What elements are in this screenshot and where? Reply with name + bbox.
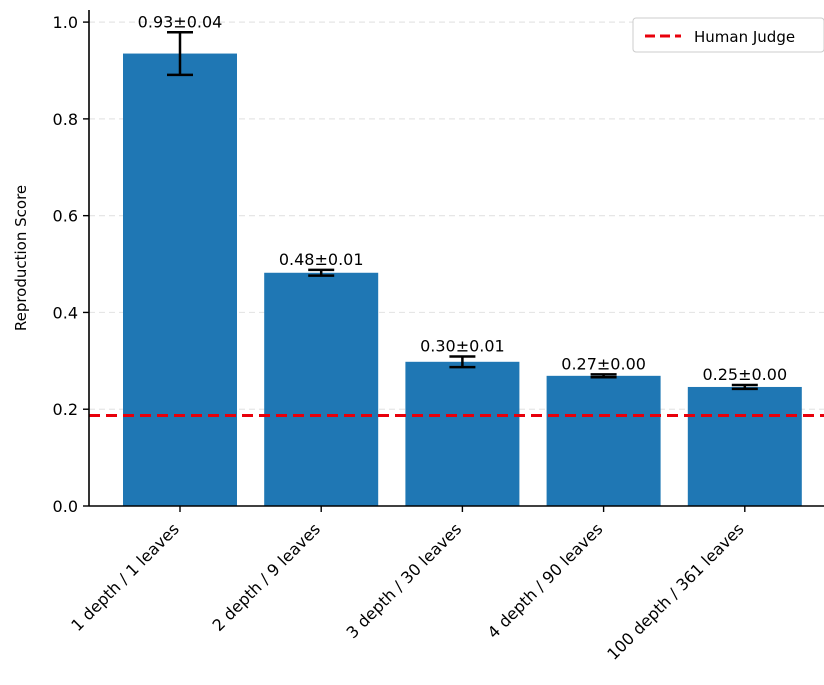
x-tick-label-2: 2 depth / 9 leaves xyxy=(208,519,324,635)
error-bars xyxy=(167,31,758,391)
bar-value-label-1: 0.93±0.04 xyxy=(138,12,223,31)
legend-box xyxy=(632,17,824,53)
bar-2 xyxy=(264,272,379,506)
error-bar-1 xyxy=(167,31,193,77)
y-tick-label: 0.6 xyxy=(53,207,78,226)
y-ticks: 0.0 0.2 0.4 0.6 0.8 1.0 xyxy=(53,13,89,516)
y-tick-label: 0.2 xyxy=(53,400,78,419)
y-tick-label: 0.8 xyxy=(53,110,78,129)
x-tick-label-5: 100 depth / 361 leaves xyxy=(603,519,747,663)
bars xyxy=(123,53,802,507)
x-tick-label-1: 1 depth / 1 leaves xyxy=(67,519,183,635)
bar-4 xyxy=(546,375,661,506)
error-bar-3 xyxy=(449,355,476,369)
error-bar-4 xyxy=(590,373,617,379)
y-tick-label: 0.4 xyxy=(53,303,78,322)
bar-value-label-5: 0.25±0.00 xyxy=(702,365,787,384)
y-axis-title: Reproduction Score xyxy=(12,185,30,331)
x-ticks: 1 depth / 1 leaves 2 depth / 9 leaves 3 de… xyxy=(67,506,748,664)
error-bar-2 xyxy=(308,268,335,277)
bar-5 xyxy=(687,386,802,506)
y-tick-label: 1.0 xyxy=(53,13,78,32)
legend-label-human-judge: Human Judge xyxy=(694,28,795,46)
error-bar-5 xyxy=(731,383,758,391)
bar-1 xyxy=(123,53,237,507)
x-tick-label-3: 3 depth / 30 leaves xyxy=(342,519,465,642)
axes xyxy=(88,10,824,507)
x-tick-label-4: 4 depth / 90 leaves xyxy=(484,519,607,642)
bar-3 xyxy=(405,361,520,506)
bar-value-label-4: 0.27±0.00 xyxy=(561,354,646,373)
y-tick-label: 0.0 xyxy=(53,497,78,516)
bar-value-label-3: 0.30±0.01 xyxy=(420,336,505,355)
bar-value-label-2: 0.48±0.01 xyxy=(279,250,364,269)
legend: Human Judge xyxy=(632,17,824,53)
bar-value-labels: 0.93±0.04 0.48±0.01 0.30±0.01 0.27±0.00 0.25… xyxy=(138,12,787,384)
